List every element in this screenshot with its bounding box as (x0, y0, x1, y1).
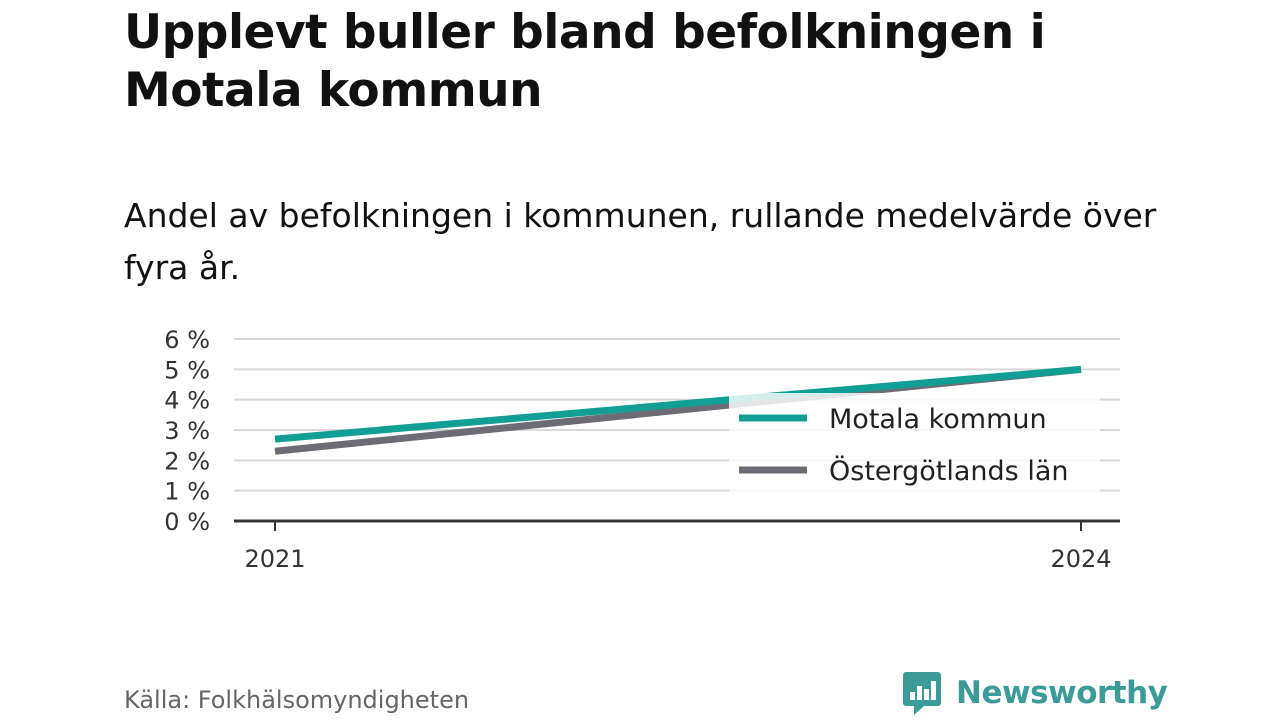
chart-title: Upplevt buller bland befolkningen i Mota… (124, 5, 1046, 118)
chart-subtitle: Andel av befolkningen i kommunen, rullan… (124, 196, 1157, 287)
x-tick-label: 2021 (244, 545, 305, 573)
source-credit: Källa: Folkhälsomyndigheten (124, 686, 470, 714)
legend-label: Motala kommun (829, 404, 1047, 435)
y-tick-label: 0 % (164, 508, 210, 536)
legend: Motala kommun Östergötlands län (729, 393, 1100, 493)
brand-logo: Newsworthy (902, 670, 1168, 716)
bar-chart-speech-bubble-icon (903, 672, 941, 715)
series-lines (274, 365, 1082, 455)
y-tick-label: 6 % (164, 326, 210, 354)
legend-background (729, 393, 1100, 493)
line-chart: 0 %1 % 2 %3 %4 % 5 %6 % 2021 2024 Motala ko… (164, 326, 1120, 573)
y-tick-label: 5 % (164, 356, 210, 384)
y-axis-tick-labels: 0 %1 % 2 %3 %4 % 5 %6 % (164, 326, 210, 536)
legend-label: Östergötlands län (829, 455, 1069, 487)
y-tick-label: 1 % (164, 478, 210, 506)
y-tick-label: 4 % (164, 387, 210, 415)
y-tick-label: 3 % (164, 417, 210, 445)
x-axis: 2021 2024 (234, 519, 1120, 573)
y-tick-label: 2 % (164, 447, 210, 475)
brand-name: Newsworthy (956, 675, 1168, 711)
x-tick-label: 2024 (1050, 545, 1111, 573)
series-line-motala-kommun (274, 365, 1082, 443)
